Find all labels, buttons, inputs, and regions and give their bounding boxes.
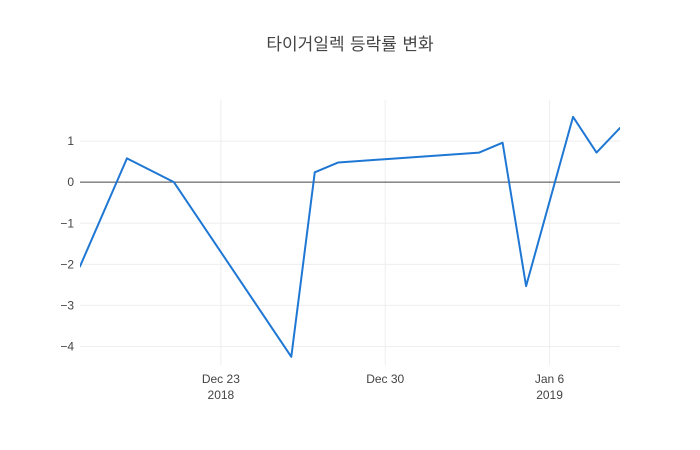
x-tick-year-label: 2018 [208,388,235,402]
y-tick-label: −1 [60,216,74,230]
y-tick-label: 0 [67,175,74,189]
y-tick-label: −4 [60,340,74,354]
x-tick-label: Dec 23 [202,372,240,386]
x-tick-year-label: 2019 [536,388,563,402]
y-tick-label: −3 [60,298,74,312]
chart-title: 타이거일렉 등락률 변화 [266,35,434,55]
axis-layer: Dec 23 2018 Dec 30 Jan 6 2019 1 0 −1 −2 −3 −4 [60,134,564,402]
series-layer [80,115,643,358]
x-tick-label: Dec 30 [366,372,404,386]
y-tick-label: −2 [60,257,74,271]
x-tick-label: Jan 6 [535,372,565,386]
series-line[interactable] [80,115,643,358]
grid-layer [80,100,620,365]
y-tick-label: 1 [67,134,74,148]
